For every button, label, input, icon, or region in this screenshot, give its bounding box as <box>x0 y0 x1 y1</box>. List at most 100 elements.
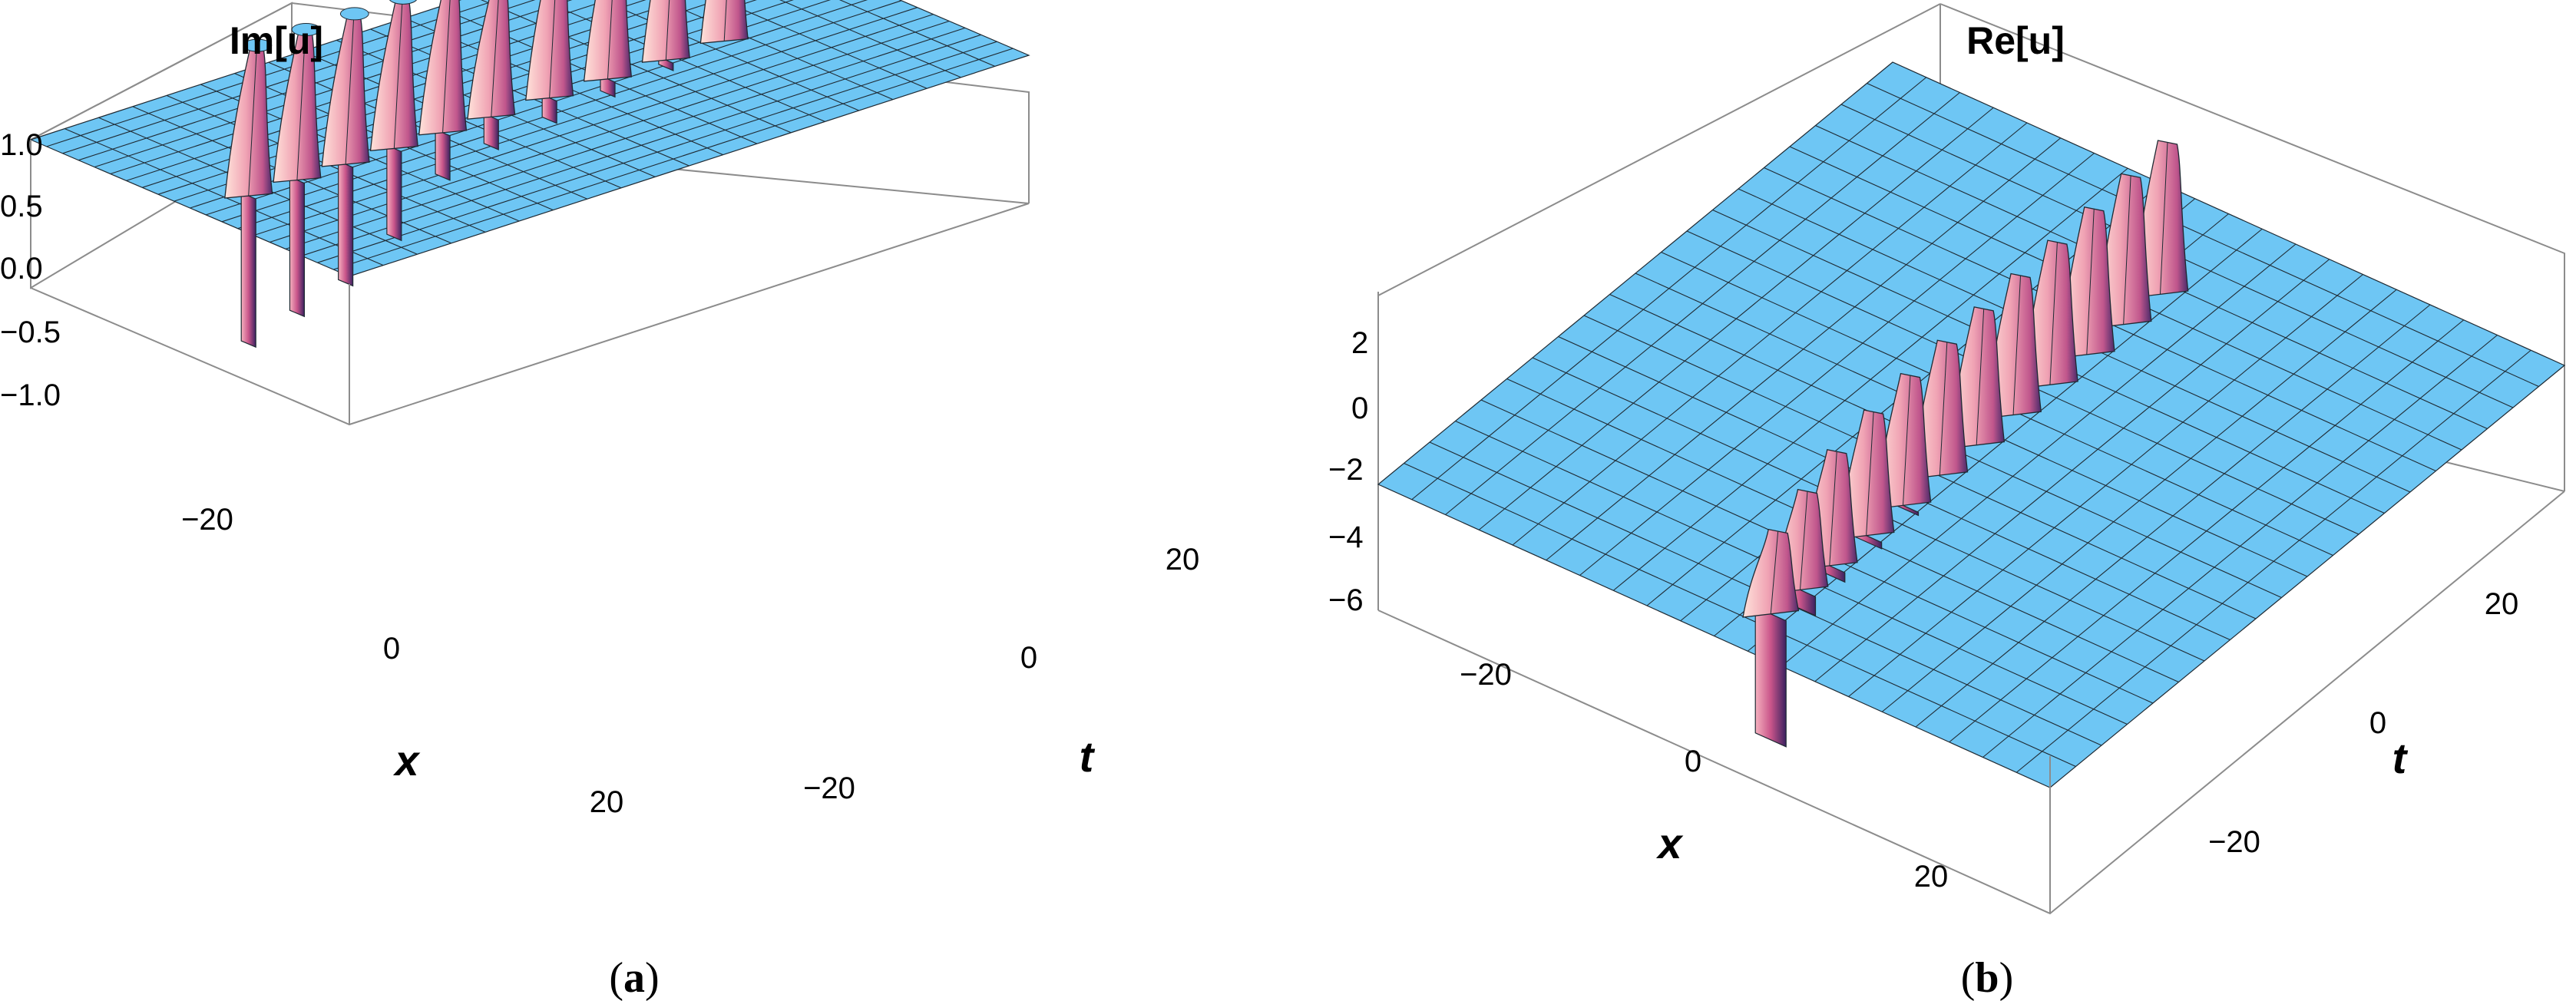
mesh-line <box>301 34 981 256</box>
peak-trough <box>289 176 306 318</box>
panel-a-t-ticks: −20 0 20 <box>803 543 1199 805</box>
peak-trough <box>483 113 499 150</box>
peak-ridge <box>607 0 613 79</box>
peak-trough <box>386 144 402 242</box>
peak-trough <box>338 160 354 287</box>
z-tick-label: −4 <box>1328 520 1364 554</box>
x-tick-label: −20 <box>1460 658 1512 692</box>
peak-trough <box>600 74 616 98</box>
peak-cap <box>339 7 369 21</box>
t-tick-label: −20 <box>2208 825 2260 859</box>
x-tick-label: 20 <box>1914 860 1949 894</box>
peak-crest <box>369 0 418 152</box>
peak-ridge <box>1903 375 1911 506</box>
peak-cap <box>389 0 417 5</box>
panel-b-x-axis-label: x <box>1655 819 1684 867</box>
peak-ridge <box>549 0 556 98</box>
z-tick-label: −6 <box>1328 583 1364 617</box>
peak-crest <box>525 0 574 101</box>
peak-ridge <box>1976 309 1985 445</box>
t-tick-label: 20 <box>2485 587 2519 621</box>
peak-trough <box>1754 606 1787 748</box>
mesh-line <box>838 0 995 67</box>
panel-b-t-axis-label: t <box>2392 734 2409 782</box>
mesh-line <box>1747 228 2263 652</box>
mesh-line <box>1848 274 2363 697</box>
panel-b-label: (b) <box>1961 954 2013 1001</box>
panel-a: Im[u] 1.0 0.5 0.0 −0.5 −1.0 −20 0 20 −20… <box>0 0 1199 1001</box>
t-tick-label: −20 <box>803 771 855 805</box>
peak <box>583 0 633 98</box>
peak-ridge <box>2086 209 2095 355</box>
peak-crest <box>583 0 633 82</box>
z-tick-label: 0.0 <box>0 252 43 286</box>
peak-ridge <box>2049 242 2058 385</box>
panel-a-peaks <box>224 0 749 349</box>
peak <box>467 0 516 150</box>
peak-crest <box>418 0 468 136</box>
panel-b-title: Re[u] <box>1966 19 2065 62</box>
z-tick-label: 0 <box>1351 391 1368 425</box>
mesh-line <box>480 0 792 134</box>
z-tick-label: −1.0 <box>0 378 61 412</box>
peak <box>1742 528 1800 748</box>
peak <box>273 23 322 318</box>
peak <box>369 0 418 242</box>
peak-ridge <box>1939 342 1948 476</box>
peak-crest <box>1742 528 1800 618</box>
peak <box>321 7 370 287</box>
x-tick-label: 0 <box>383 632 400 666</box>
peak-trough <box>541 94 557 124</box>
z-tick-label: 1.0 <box>0 128 43 162</box>
peak-ridge <box>393 0 403 149</box>
peak-ridge <box>665 0 670 61</box>
panel-a-z-ticks: 1.0 0.5 0.0 −0.5 −1.0 <box>0 128 61 412</box>
peak-ridge <box>491 0 499 117</box>
peak-crest <box>641 0 690 63</box>
mesh-line <box>270 20 950 243</box>
peak-ridge <box>2012 275 2022 415</box>
t-tick-label: 20 <box>1166 543 1200 576</box>
panel-a-x-ticks: −20 0 20 <box>181 503 623 819</box>
peak <box>1874 372 1932 517</box>
panel-a-x-axis-label: x <box>392 736 421 785</box>
peak-ridge <box>1829 451 1837 566</box>
peak <box>224 38 273 349</box>
z-tick-label: 2 <box>1351 326 1368 360</box>
panel-b-peaks <box>1742 140 2189 748</box>
panel-b-t-ticks: −20 0 20 <box>2208 587 2518 859</box>
peak-trough <box>435 128 451 181</box>
peak-crest <box>467 0 516 120</box>
mesh-line <box>1814 259 2330 682</box>
peak-cap <box>243 38 273 52</box>
peak-trough <box>240 192 256 349</box>
peak-ridge <box>1800 491 1808 590</box>
mesh-line <box>719 0 928 89</box>
mesh-line <box>221 0 902 223</box>
mesh-line <box>253 14 934 236</box>
mesh-line <box>2015 349 2531 773</box>
panel-a-label: (a) <box>609 954 659 1001</box>
peak <box>525 0 574 124</box>
panel-a-title: Im[u] <box>230 19 323 62</box>
peak-ridge <box>2123 175 2131 325</box>
mesh-line <box>1949 319 2465 743</box>
mesh-line <box>1881 289 2397 712</box>
peak-cap <box>291 23 321 37</box>
x-tick-label: 0 <box>1685 745 1701 778</box>
t-tick-label: 0 <box>2369 706 2386 740</box>
z-tick-label: −0.5 <box>0 315 61 349</box>
peak <box>641 0 690 71</box>
peak-ridge <box>2160 142 2168 295</box>
peak-ridge <box>345 14 355 165</box>
mesh-line <box>779 0 961 78</box>
panel-a-surface <box>29 0 1030 277</box>
surface-plane <box>29 0 1030 277</box>
z-tick-label: 0.5 <box>0 190 43 223</box>
panel-b-box-front <box>1377 491 2565 915</box>
mesh-line <box>1982 335 2498 758</box>
peak-ridge <box>723 0 727 41</box>
panel-a-box-front <box>30 140 1030 426</box>
t-tick-label: 0 <box>1020 641 1037 675</box>
